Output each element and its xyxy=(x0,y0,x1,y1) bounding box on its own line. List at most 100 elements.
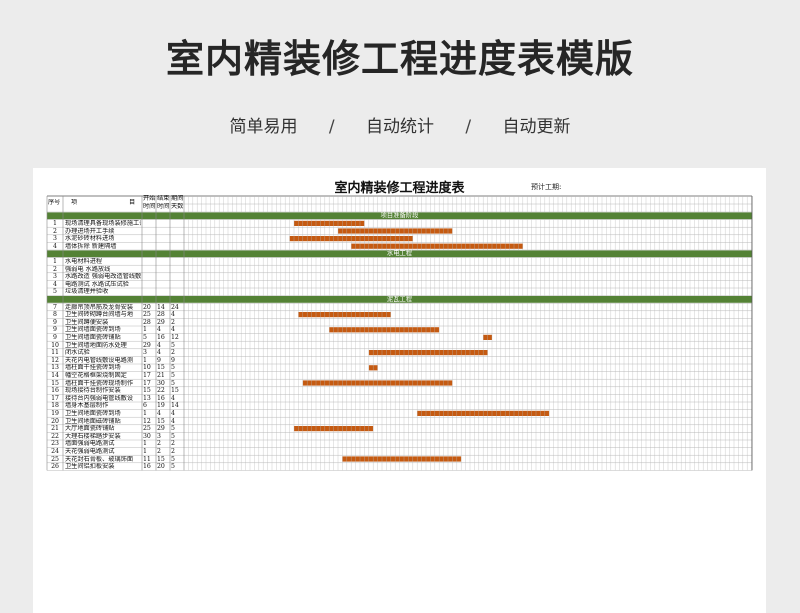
feature-tagline: 简单易用 / 自动统计 / 自动更新 xyxy=(0,112,800,137)
feature-separator: / xyxy=(328,117,335,137)
task-end: 20 xyxy=(157,463,165,471)
task-number: 2 xyxy=(53,265,57,273)
task-start: 1 xyxy=(143,440,147,448)
task-number: 4 xyxy=(53,280,57,288)
task-start: 12 xyxy=(143,417,151,425)
task-name: 天花强弱电路测试 xyxy=(65,447,115,455)
task-days: 5 xyxy=(171,379,175,387)
task-name: 闭水试验 xyxy=(65,349,90,357)
task-start: 17 xyxy=(143,371,151,379)
task-number: 1 xyxy=(53,219,57,227)
sheet-title: 室内精装修工程进度表 xyxy=(334,181,465,196)
task-start: 29 xyxy=(143,341,151,349)
task-bar xyxy=(351,243,523,249)
task-end: 4 xyxy=(157,349,161,357)
task-days: 14 xyxy=(171,402,179,410)
task-days: 12 xyxy=(171,333,179,341)
task-end: 14 xyxy=(157,303,165,311)
task-days: 15 xyxy=(171,387,179,395)
task-start: 16 xyxy=(143,463,151,471)
phase-label: 项目准备阶段 xyxy=(380,212,419,220)
task-number: 9 xyxy=(53,333,57,341)
task-days: 5 xyxy=(171,455,175,463)
phase-band xyxy=(47,212,752,220)
task-name: 接待台内强弱电管线敷设 xyxy=(65,394,134,402)
header-days-top: 期间 xyxy=(171,195,184,202)
task-number: 25 xyxy=(51,455,59,463)
task-name: 强弱电 水路放线 xyxy=(65,265,111,273)
task-name: 现场接待台制作安装 xyxy=(65,387,121,395)
task-start: 10 xyxy=(143,364,151,372)
page-title: 室内精装修工程进度表模版 xyxy=(165,37,634,81)
gantt-grid xyxy=(46,195,753,471)
task-number: 22 xyxy=(51,432,59,440)
task-name: 垃圾清理并验收 xyxy=(65,288,109,296)
task-days: 5 xyxy=(171,371,175,379)
task-days: 2 xyxy=(171,440,175,448)
task-number: 17 xyxy=(51,394,59,402)
task-bar xyxy=(342,456,462,462)
task-end: 3 xyxy=(157,432,161,440)
task-start: 3 xyxy=(143,349,147,357)
task-bar xyxy=(368,350,488,356)
task-end: 21 xyxy=(157,371,165,379)
task-days: 2 xyxy=(171,318,175,326)
task-number: 20 xyxy=(51,417,59,425)
spreadsheet-preview: 室内精装修工程进度表 预计工期: 序号 项 目 开始 时间 结束 时间 期间 天… xyxy=(33,168,766,613)
task-name: 墙面强弱电路测试 xyxy=(65,440,115,448)
task-start: 25 xyxy=(143,425,151,433)
task-name: 卫生间铝扣板安装 xyxy=(65,463,115,471)
header-end-top: 结束 xyxy=(157,195,170,202)
task-end: 16 xyxy=(157,394,165,402)
task-start: 20 xyxy=(143,303,151,311)
task-name: 大厅地面瓷砖铺贴 xyxy=(65,425,115,433)
phase-band xyxy=(47,296,752,303)
feature-easy: 简单易用 xyxy=(229,117,298,137)
task-number: 19 xyxy=(51,409,59,417)
header-days-bottom: 天数 xyxy=(171,203,184,210)
task-start: 1 xyxy=(143,409,147,417)
task-end: 4 xyxy=(157,326,161,334)
task-start: 15 xyxy=(143,387,151,395)
task-number: 3 xyxy=(53,273,57,281)
task-name: 卫生间砖砌蹲台间墙与地 xyxy=(65,311,134,319)
task-end: 30 xyxy=(157,379,165,387)
task-days: 9 xyxy=(171,356,175,364)
task-name: 现场清理具备现场装修施工条件 xyxy=(65,219,141,227)
task-number: 26 xyxy=(51,463,59,471)
task-name: 卫生间墙面瓷砖到场 xyxy=(65,326,121,334)
task-name: 天花内电管线敷设电路测 xyxy=(65,356,134,364)
task-start: 1 xyxy=(143,326,147,334)
task-start: 5 xyxy=(143,333,147,341)
task-number: 10 xyxy=(51,341,59,349)
task-end: 2 xyxy=(157,447,161,455)
task-bar xyxy=(329,327,440,333)
task-end: 19 xyxy=(157,402,165,410)
feature-auto-update: 自动更新 xyxy=(502,117,571,137)
task-end: 29 xyxy=(157,318,165,326)
task-number: 23 xyxy=(51,440,59,448)
task-days: 4 xyxy=(171,326,175,334)
task-start: 1 xyxy=(143,356,147,364)
task-number: 12 xyxy=(51,356,59,364)
task-start: 11 xyxy=(143,455,151,463)
task-name: 墙柱面干挂瓷砖现场制作 xyxy=(65,379,134,387)
task-number: 4 xyxy=(53,242,57,250)
task-name: 卫生间地面磁砖铺贴 xyxy=(65,417,121,425)
task-number: 15 xyxy=(51,379,59,387)
task-number: 18 xyxy=(51,402,59,410)
task-name: 走廊吊顶吊筋及龙骨安装 xyxy=(65,303,134,311)
task-start: 1 xyxy=(143,447,147,455)
task-number: 2 xyxy=(53,227,57,235)
task-end: 22 xyxy=(157,387,165,395)
task-bar xyxy=(298,312,391,318)
design-period-label: 预计工期: xyxy=(531,183,562,191)
task-name: 卫生间蹲便安装 xyxy=(65,318,109,326)
task-end: 28 xyxy=(157,311,165,319)
task-number: 8 xyxy=(53,311,57,319)
task-name: 卫生间墙面瓷砖铺贴 xyxy=(65,333,121,341)
task-name: 天花封石膏板、玻璃饰面 xyxy=(65,455,134,463)
task-name: 墙体拆除 新建隔墙 xyxy=(65,242,117,250)
task-end: 15 xyxy=(157,455,165,463)
task-number: 7 xyxy=(53,303,57,311)
